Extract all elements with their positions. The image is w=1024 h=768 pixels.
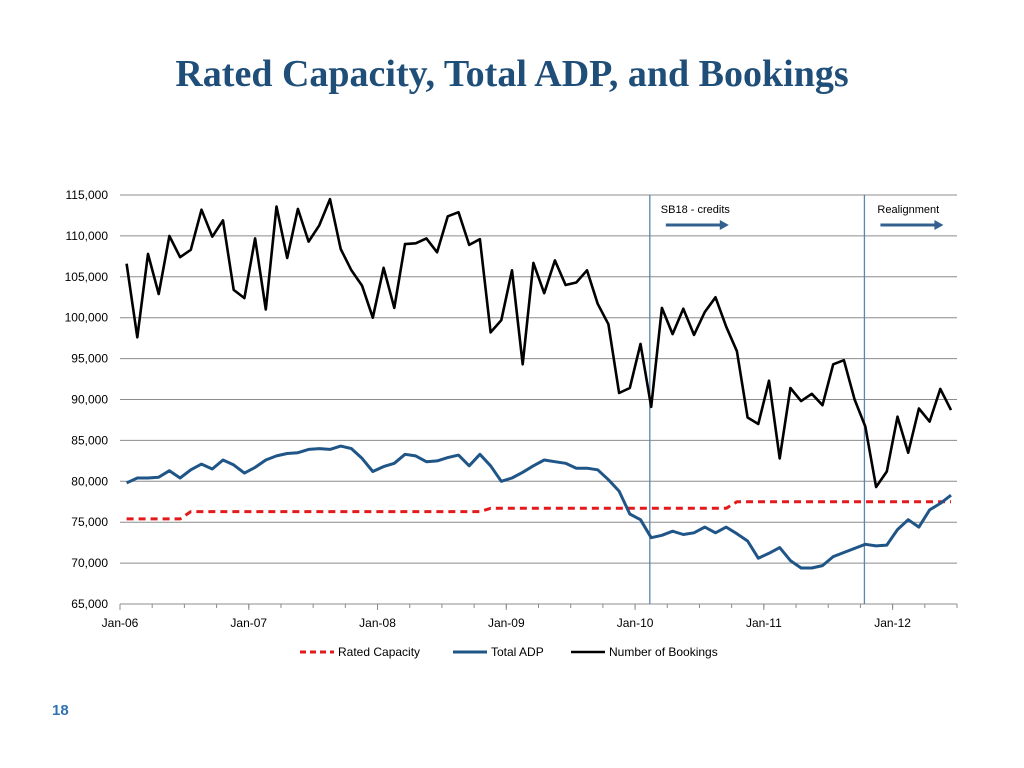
legend-label: Number of Bookings (609, 645, 718, 659)
x-tick-label: Jan-12 (874, 616, 911, 630)
x-tick-label: Jan-09 (488, 616, 525, 630)
annotation-label: Realignment (877, 204, 939, 216)
y-tick-label: 100,000 (65, 311, 109, 325)
series-total-adp (125, 444, 952, 570)
x-tick-label: Jan-11 (746, 616, 782, 630)
x-tick-label: Jan-07 (230, 616, 267, 630)
y-tick-label: 80,000 (71, 474, 108, 488)
x-tick-label: Jan-06 (102, 616, 139, 630)
x-tick-label: Jan-10 (617, 616, 654, 630)
slide-title: Rated Capacity, Total ADP, and Bookings (175, 53, 849, 95)
y-tick-label: 105,000 (65, 270, 109, 284)
line-chart: 65,000 70,000 75,000 80,000 85,000 90,000 95,0… (65, 188, 958, 659)
y-tick-label: 95,000 (71, 352, 108, 366)
annotation-arrow-head (934, 220, 944, 230)
y-tick-label: 70,000 (71, 556, 108, 570)
y-tick-label: 110,000 (66, 229, 109, 243)
x-tick-label: Jan-08 (359, 616, 396, 630)
y-tick-label: 85,000 (71, 433, 108, 447)
series-rated-capacity (126, 500, 951, 521)
y-tick-label: 115,000 (66, 188, 109, 202)
annotation-label: SB18 - credits (661, 204, 731, 216)
annotation-arrow-head (719, 220, 729, 230)
y-tick-label: 75,000 (71, 515, 108, 529)
series-number-of-bookings (125, 197, 953, 489)
y-tick-label: 65,000 (71, 597, 108, 611)
legend-label: Total ADP (491, 645, 544, 659)
page-number: 18 (52, 702, 69, 719)
legend-label: Rated Capacity (338, 645, 420, 659)
y-tick-label: 90,000 (71, 393, 108, 407)
